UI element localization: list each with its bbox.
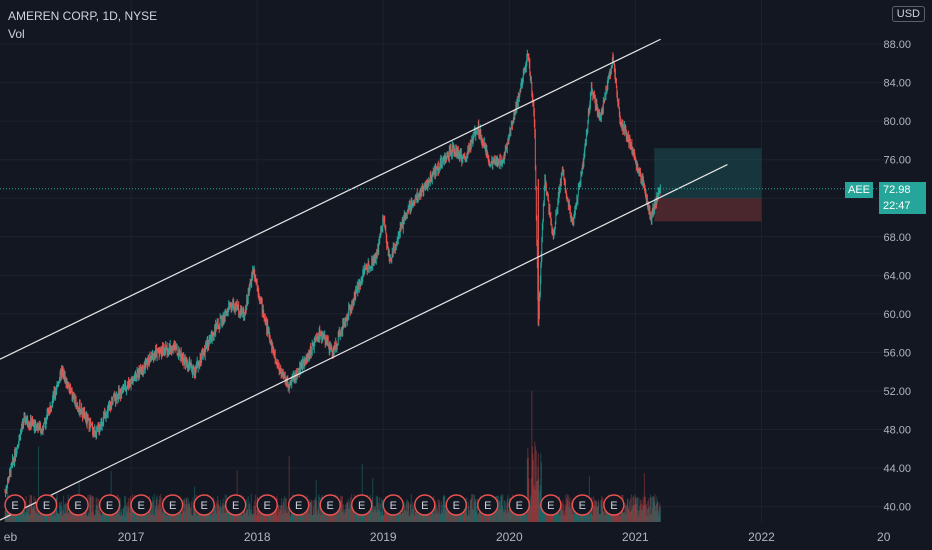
earnings-marker-label: E <box>106 500 113 512</box>
earnings-marker <box>256 494 278 516</box>
earnings-marker-label: E <box>358 500 365 512</box>
earnings-marker <box>382 494 404 516</box>
price-tick-label: 56.00 <box>883 347 911 359</box>
earnings-marker <box>35 494 58 516</box>
earnings-marker-label: E <box>327 500 334 512</box>
target-zone <box>654 148 762 199</box>
channel-line-lower <box>0 163 728 521</box>
position-zones <box>654 148 762 222</box>
earnings-marker <box>319 494 341 516</box>
earnings-marker <box>508 494 531 516</box>
earnings-marker-label: E <box>453 500 460 512</box>
earnings-marker-label: E <box>232 500 239 512</box>
earnings-marker <box>161 494 184 516</box>
earnings-marker <box>603 494 625 516</box>
ticker-label: AEE <box>845 182 874 198</box>
price-tick-label: 44.00 <box>883 463 911 475</box>
price-tick-label: 48.00 <box>883 425 911 437</box>
earnings-marker-label: E <box>200 500 207 512</box>
price-tick-label: 60.00 <box>883 309 911 321</box>
earnings-marker <box>414 494 436 516</box>
volume-bars <box>4 391 661 522</box>
price-tick-label: 84.00 <box>883 78 911 90</box>
volume-legend[interactable]: Vol <box>8 27 25 41</box>
price-tick-label: 68.00 <box>883 232 911 244</box>
price-tick-label: 52.00 <box>883 386 911 398</box>
time-tick-label: eb <box>4 530 18 544</box>
price-tick-label: 64.00 <box>883 270 911 282</box>
price-tick-label: 76.00 <box>883 155 911 167</box>
earnings-marker-label: E <box>516 500 523 512</box>
price-tick-label: 88.00 <box>883 39 911 51</box>
earnings-marker <box>445 494 467 516</box>
last-price-label: 72.98 22:47 <box>879 182 926 214</box>
price-tick-label: 40.00 <box>883 502 911 514</box>
earnings-marker-label: E <box>11 500 18 512</box>
earnings-marker-label: E <box>579 500 586 512</box>
earnings-marker-label: E <box>74 500 81 512</box>
currency-button[interactable]: USD <box>891 6 925 22</box>
earnings-marker-label: E <box>264 500 271 512</box>
earnings-marker-label: E <box>610 500 617 512</box>
earnings-marker <box>4 494 26 516</box>
earnings-marker <box>477 494 499 516</box>
last-price-value: 72.98 <box>883 184 911 196</box>
candlestick-series <box>4 49 661 498</box>
symbol-title[interactable]: AMEREN CORP, 1D, NYSE <box>8 9 158 23</box>
price-axis: 88.0084.0080.0076.0072.0068.0064.0060.00… <box>883 39 911 513</box>
earnings-marker <box>98 494 121 516</box>
time-tick-label: 2017 <box>118 530 145 544</box>
price-tick-label: 80.00 <box>883 116 911 128</box>
earnings-marker-label: E <box>547 500 554 512</box>
earnings-marker <box>571 494 594 516</box>
earnings-marker <box>351 494 373 516</box>
time-tick-label: 2020 <box>496 530 523 544</box>
earnings-marker-label: E <box>390 500 397 512</box>
earnings-marker <box>193 494 215 516</box>
time-tick-label: 2019 <box>370 530 397 544</box>
earnings-marker-label: E <box>421 500 428 512</box>
earnings-marker-label: E <box>43 500 50 512</box>
chart-grid <box>0 0 885 522</box>
trend-channel <box>0 38 728 521</box>
earnings-marker <box>130 494 152 516</box>
time-tick-label: 2018 <box>244 530 271 544</box>
time-axis: eb 2017 2018 2019 2020 2021 2022 20 <box>4 530 891 544</box>
earnings-marker <box>540 494 562 516</box>
stop-zone <box>654 198 762 222</box>
channel-line-upper <box>0 38 661 360</box>
earnings-marker <box>67 494 89 516</box>
time-tick-label: 20 <box>877 530 891 544</box>
earnings-marker-label: E <box>484 500 491 512</box>
earnings-marker <box>224 494 247 516</box>
bar-countdown: 22:47 <box>883 200 911 212</box>
earnings-marker <box>287 494 310 516</box>
earnings-marker-label: E <box>295 500 302 512</box>
earnings-marker-label: E <box>169 500 176 512</box>
time-tick-label: 2022 <box>748 530 775 544</box>
time-tick-label: 2021 <box>622 530 649 544</box>
earnings-marker-label: E <box>137 500 144 512</box>
